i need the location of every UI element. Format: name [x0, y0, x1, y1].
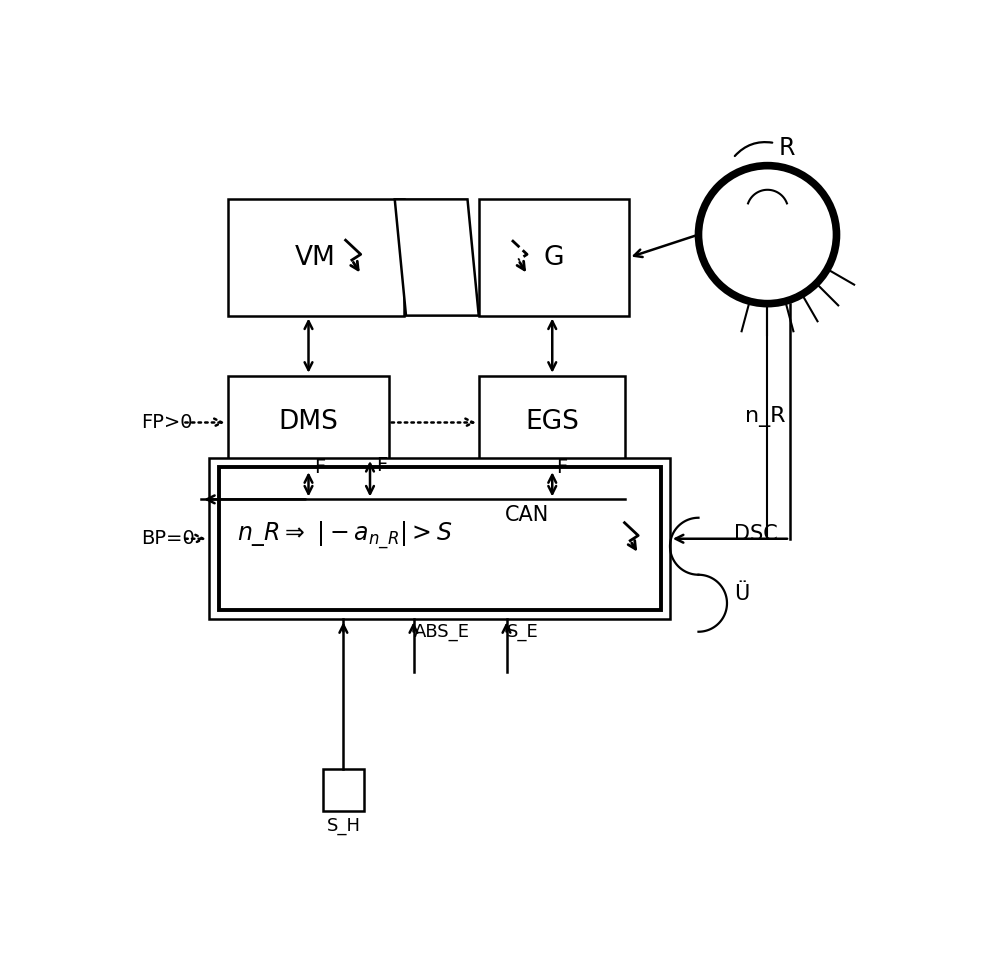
Text: n_R: n_R — [745, 406, 785, 428]
Text: BP=0: BP=0 — [141, 529, 195, 548]
Text: S_H: S_H — [326, 816, 360, 835]
Text: FP>0: FP>0 — [141, 413, 193, 432]
Polygon shape — [395, 200, 479, 316]
Text: R: R — [779, 135, 795, 160]
Text: ABS_E: ABS_E — [414, 623, 470, 641]
Text: DSC: DSC — [734, 524, 777, 543]
Text: F: F — [556, 458, 567, 477]
Text: S_E: S_E — [507, 623, 538, 641]
Text: DMS: DMS — [278, 409, 338, 435]
Circle shape — [698, 166, 836, 304]
Text: F: F — [376, 456, 387, 475]
Text: G: G — [543, 244, 564, 271]
Bar — [479, 376, 625, 469]
Bar — [219, 468, 661, 610]
Text: VM: VM — [295, 244, 336, 271]
Text: Ü: Ü — [734, 583, 749, 604]
Bar — [209, 458, 670, 619]
Text: F: F — [315, 458, 326, 477]
Text: EGS: EGS — [525, 409, 579, 435]
Text: CAN: CAN — [505, 506, 549, 525]
Bar — [228, 376, 389, 469]
Bar — [323, 769, 364, 810]
Bar — [479, 200, 629, 316]
Bar — [228, 200, 404, 316]
Text: $n\_R \Rightarrow\ |-a_{n\_R}| > S$: $n\_R \Rightarrow\ |-a_{n\_R}| > S$ — [237, 520, 453, 551]
